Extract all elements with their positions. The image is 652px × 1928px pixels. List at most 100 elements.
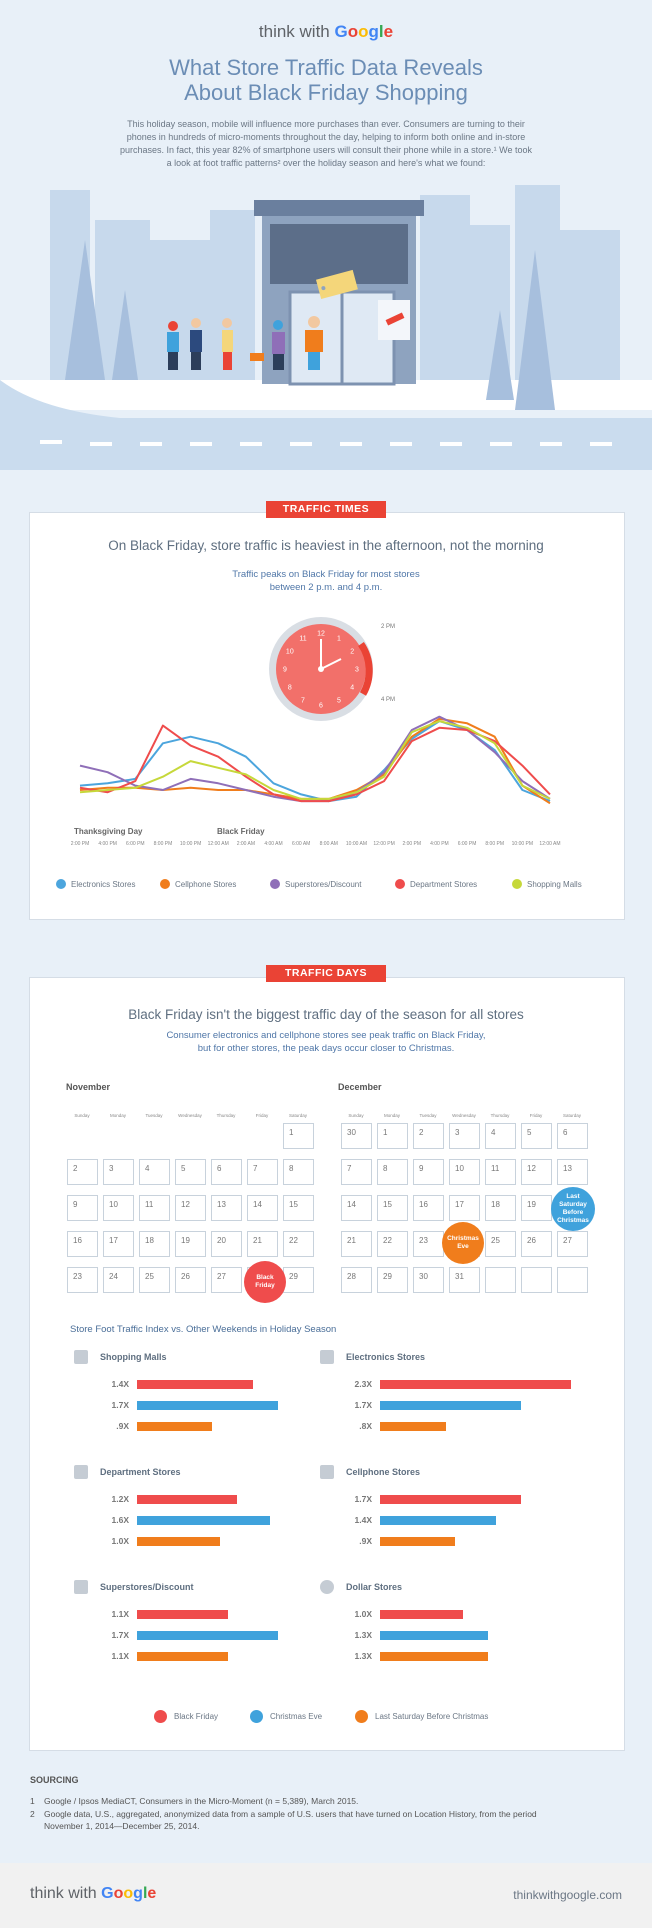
clock-label-2pm: 2 PM [381,624,396,630]
legend-label: Electronics Stores [71,880,136,889]
traffic-times-tag: TRAFFIC TIMES [266,501,386,518]
bar [137,1516,270,1525]
clock-number: 9 [283,667,287,674]
calendar-day-cell: 19 [175,1231,206,1257]
clock-number: 11 [299,635,306,642]
source-1: Google / Ipsos MediaCT, Consumers in the… [44,1796,359,1806]
legend-dot [56,879,66,889]
calendar-day-cell: 27 [557,1231,588,1257]
bar [137,1401,278,1410]
calendar-day-cell: 13 [557,1159,588,1185]
weekday-label: Thursday [216,1113,236,1118]
traffic-times-subline: Traffic peaks on Black Friday for most s… [232,569,420,593]
bar [137,1631,278,1640]
footer-brand: think with Google [30,1885,157,1902]
weekday-label: Monday [383,1113,400,1118]
christmas-eve-marker: Christmas Eve [442,1222,484,1264]
calendar-day-cell: 6 [211,1159,242,1185]
weekday-label: Saturday [562,1113,581,1118]
category-name: Cellphone Stores [346,1467,421,1477]
legend-label: Cellphone Stores [175,880,237,889]
calendar-day-cell: 4 [485,1123,516,1149]
calendar-day-cell: 6 [557,1123,588,1149]
calendar-day-cell: 18 [485,1195,516,1221]
source-2: Google data, U.S., aggregated, anonymize… [44,1809,537,1831]
intro-text: This holiday season, mobile will influen… [119,119,533,168]
calendar-day-cell: 22 [377,1231,408,1257]
calendar-day-cell: 8 [377,1159,408,1185]
legend-label: Superstores/Discount [285,880,362,889]
weekday-label: Sunday [348,1113,364,1118]
day-label-thanksgiving: Thanksgiving Day [74,827,143,836]
index-title: Store Foot Traffic Index vs. Other Weeke… [70,1324,337,1335]
footer-url-link[interactable]: thinkwithgoogle.com [513,1888,622,1902]
bar [380,1401,521,1410]
legend-dot [395,879,405,889]
bar [380,1631,488,1640]
series-line-4 [79,720,551,800]
traffic-line-chart [79,715,551,805]
calendar-day-cell [485,1267,516,1293]
clock-number: 4 [350,685,354,692]
calendar-day-cell: 4 [139,1159,170,1185]
x-tick-label: 6:00 PM [457,841,477,847]
calendar-day-cell [557,1267,588,1293]
bar-value-label: 1.4X [354,1515,373,1525]
clock-number: 3 [355,667,359,674]
calendar-day-cell: 30 [413,1267,444,1293]
clock-number: 5 [337,698,341,705]
clock-number: 10 [286,649,294,656]
calendar-day-cell: 29 [377,1267,408,1293]
phone-icon [320,1465,334,1479]
calendar-day-cell: 20 [211,1231,242,1257]
bar [380,1652,488,1661]
calendar-day-cell: 15 [283,1195,314,1221]
x-tick-label: 12:00 AM [207,841,229,847]
clock-number: 12 [317,631,325,638]
black-friday-marker: Black Friday [244,1261,286,1303]
source-number-2: 2 [30,1809,35,1819]
calendar-day-cell: 22 [283,1231,314,1257]
calendar-day-cell: 10 [449,1159,480,1185]
calendar-day-cell: 1 [377,1123,408,1149]
x-tick-label: 6:00 PM [125,841,145,847]
x-tick-label: 8:00 PM [153,841,173,847]
category-name: Superstores/Discount [100,1582,194,1592]
x-tick-label: 4:00 PM [98,841,117,847]
calendar-day-cell: 7 [247,1159,278,1185]
legend-label: Shopping Malls [527,880,582,889]
calendar-day-cell: 26 [521,1231,552,1257]
bar-value-label: .9X [359,1536,372,1546]
bar-value-label: 1.2X [111,1494,130,1504]
bar-value-label: 1.0X [111,1536,130,1546]
shopping-bag-icon [74,1350,88,1364]
calendar-day-cell: 16 [67,1231,98,1257]
legend-dot [512,879,522,889]
calendar-day-cell: 28 [341,1267,372,1293]
calendar-day-cell: 7 [341,1159,372,1185]
calendar-day-cell: 15 [377,1195,408,1221]
price-tag-icon [74,1580,88,1594]
calendar-day-cell: 21 [341,1231,372,1257]
bar [380,1495,521,1504]
calendar-day-cell: 17 [103,1231,134,1257]
calendar-day-cell: 21 [247,1231,278,1257]
calendar-day-cell: 30 [341,1123,372,1149]
bar [380,1516,496,1525]
bar-value-label: 1.7X [111,1400,130,1410]
x-tick-label: 10:00 AM [345,841,368,847]
bar [137,1422,212,1431]
traffic-days-panel [29,977,625,1751]
source-number-1: 1 [30,1796,35,1806]
weekday-label: Sunday [74,1113,90,1118]
store-icon [74,1465,88,1479]
weekday-label: Thursday [490,1113,510,1118]
bar [137,1537,220,1546]
x-tick-label: 6:00 AM [291,841,311,847]
calendar-day-cell: 19 [521,1195,552,1221]
bar-legend-label: Black Friday [174,1712,219,1721]
calendar-day-cell: 10 [103,1195,134,1221]
bar-legend-dot [355,1710,368,1723]
calendar-day-cell: 31 [449,1267,480,1293]
x-tick-label: 2:00 PM [70,841,90,847]
